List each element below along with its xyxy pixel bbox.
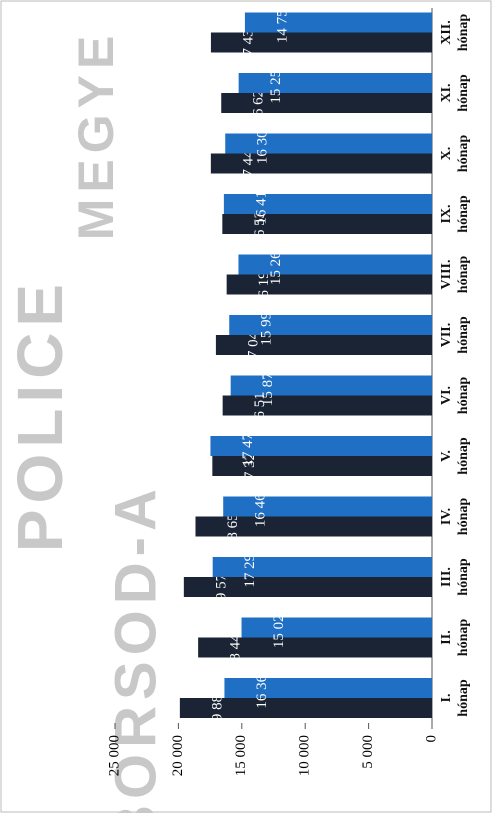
x-tick-label: VIII. hónap	[438, 243, 472, 307]
x-tick-label: X. hónap	[438, 122, 472, 186]
value-label: 16 466	[253, 485, 269, 527]
x-tick-label-box: VII. hónap	[438, 303, 490, 367]
value-label: 18 444	[228, 626, 244, 668]
x-tick-label: XII. hónap	[438, 1, 472, 65]
x-tick-label-box: X. hónap	[438, 122, 490, 186]
y-tick-label: 5 000	[360, 735, 376, 769]
x-tick-label-box: VIII. hónap	[438, 243, 490, 307]
y-tick-label: 20 000	[170, 735, 186, 776]
value-label: 16 306	[255, 122, 271, 164]
x-tick-label: IX. hónap	[438, 182, 472, 246]
value-label: 17 296	[242, 546, 258, 588]
y-tick-label: 10 000	[297, 735, 313, 776]
value-label: 15 991	[259, 304, 275, 345]
x-tick-label-box: XII. hónap	[438, 1, 490, 65]
x-tick-label: V. hónap	[438, 424, 472, 488]
x-tick-label: XI. hónap	[438, 61, 472, 125]
x-tick-label-box: XI. hónap	[438, 61, 490, 125]
x-tick-label: III. hónap	[438, 545, 472, 609]
x-tick-label-box: VI. hónap	[438, 364, 490, 428]
x-tick-label: II. hónap	[438, 606, 472, 670]
x-tick-label-box: V. hónap	[438, 424, 490, 488]
value-label: 15 263	[268, 244, 284, 285]
x-tick-label-box: I. hónap	[438, 666, 490, 730]
value-label: 17 472	[240, 425, 256, 466]
x-tick-label: VII. hónap	[438, 303, 472, 367]
value-label: 16 413	[253, 183, 269, 224]
x-tick-label-box: IV. hónap	[438, 485, 490, 549]
x-tick-label: VI. hónap	[438, 364, 472, 428]
value-label: 15 250	[268, 62, 284, 103]
value-label: 16 369	[254, 667, 270, 708]
x-tick-label-box: IX. hónap	[438, 182, 490, 246]
value-label: 19 884	[209, 687, 225, 729]
value-label: 15 021	[271, 607, 287, 648]
watermark: MEGYE	[68, 30, 124, 241]
value-label: 14 755	[274, 2, 290, 43]
watermark: POLICE	[4, 278, 76, 552]
y-tick-label: 15 000	[233, 735, 249, 776]
y-tick-label: 0	[423, 735, 439, 743]
chart: POLICEBORSOD-AMEGYE05 00010 00015 00020 …	[0, 0, 492, 813]
value-label: 15 878	[260, 365, 276, 406]
x-tick-label: I. hónap	[438, 666, 472, 730]
x-tick-label-box: II. hónap	[438, 606, 490, 670]
x-tick-label-box: III. hónap	[438, 545, 490, 609]
y-tick-label: 25 000	[106, 735, 122, 776]
x-tick-label: IV. hónap	[438, 485, 472, 549]
bar	[245, 13, 432, 33]
